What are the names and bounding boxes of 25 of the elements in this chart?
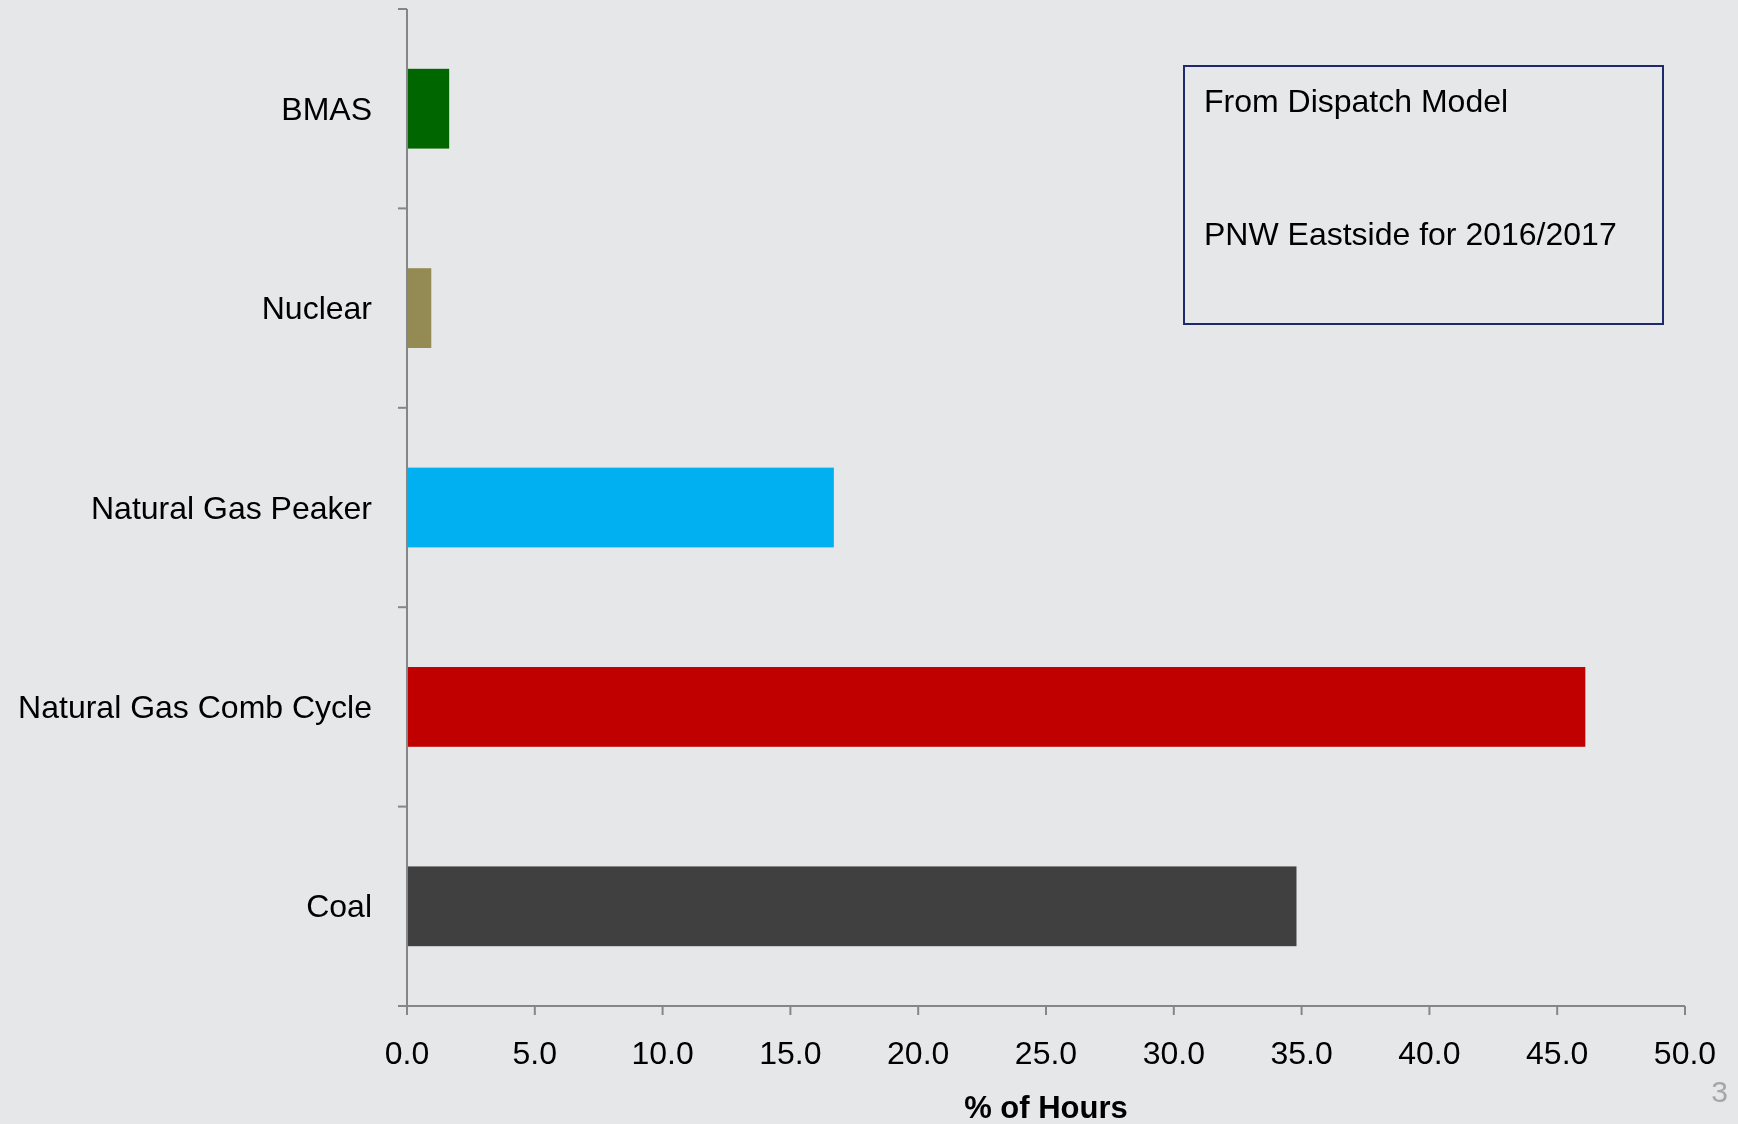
- bar: [407, 667, 1586, 747]
- y-tick-label: BMAS: [281, 90, 372, 127]
- x-tick-label: 30.0: [1142, 1035, 1205, 1071]
- y-tick-label: Coal: [306, 888, 372, 925]
- x-tick-label: 0.0: [384, 1035, 430, 1071]
- annotation: From Dispatch Model: [1204, 83, 1509, 119]
- x-tick-label: 20.0: [887, 1035, 950, 1071]
- bar: [407, 467, 834, 548]
- y-tick-label: Natural Gas Peaker: [90, 489, 373, 526]
- x-tick-label: 45.0: [1526, 1035, 1589, 1071]
- x-tick-label: 25.0: [1014, 1035, 1078, 1071]
- text: 3: [1711, 1075, 1728, 1108]
- x-tick-label: 5.0: [512, 1035, 558, 1071]
- x-tick-label: 35.0: [1270, 1035, 1333, 1071]
- bar: [407, 866, 1297, 947]
- y-tick-label: Natural Gas Comb Cycle: [18, 688, 372, 725]
- x-tick-label: 10.0: [631, 1035, 694, 1071]
- x-tick-label: 15.0: [759, 1035, 822, 1071]
- x-tick-label: 40.0: [1398, 1035, 1461, 1071]
- x-tick-label: 50.0: [1653, 1035, 1717, 1071]
- annotation: PNW Eastside for 2016/2017: [1204, 216, 1617, 252]
- bar: [407, 268, 432, 348]
- y-tick-label: Nuclear: [261, 290, 373, 327]
- bar: [407, 68, 450, 149]
- x-axis-title: % of Hours: [964, 1090, 1128, 1124]
